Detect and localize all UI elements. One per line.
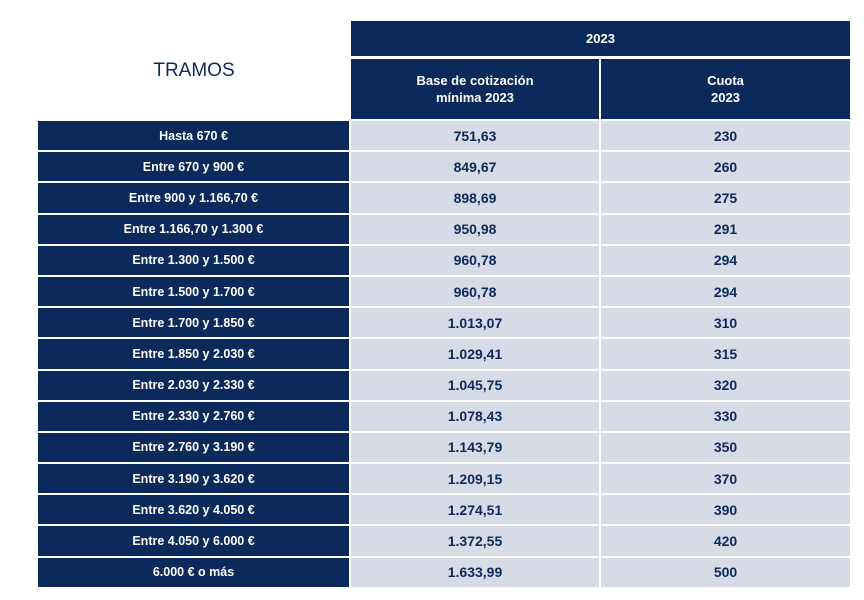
cuota-cell: 294	[601, 245, 850, 275]
base-cotizacion-header: Base de cotización mínima 2023	[351, 59, 599, 119]
tramo-cell: Entre 2.760 y 3.190 €	[38, 432, 349, 463]
year-header: 2023	[351, 21, 850, 56]
base-cell: 1.013,07	[351, 308, 599, 338]
cuota-cell: 500	[601, 557, 850, 587]
table-row: Entre 2.760 y 3.190 € 1.143,79 350	[38, 432, 850, 463]
cuota-cell: 275	[601, 183, 850, 213]
cuota-cell: 370	[601, 464, 850, 494]
cuota-cell: 310	[601, 308, 850, 338]
table-row: Hasta 670 € 751,63 230	[38, 121, 850, 151]
cuota-cell: 291	[601, 214, 850, 244]
table-row: Entre 1.500 y 1.700 € 960,78 294	[38, 276, 850, 307]
table-row: Entre 2.030 y 2.330 € 1.045,75 320	[38, 370, 850, 400]
tramo-cell: Entre 2.330 y 2.760 €	[38, 401, 349, 431]
tramo-cell: Entre 3.190 y 3.620 €	[38, 464, 349, 494]
tramo-cell: Hasta 670 €	[38, 121, 349, 151]
base-cell: 1.209,15	[351, 464, 599, 494]
table-row: Entre 3.190 y 3.620 € 1.209,15 370	[38, 464, 850, 494]
cuota-cell: 350	[601, 432, 850, 463]
cuota-cell: 315	[601, 339, 850, 369]
base-cell: 1.633,99	[351, 557, 599, 587]
tramos-table-body: Hasta 670 € 751,63 230 Entre 670 y 900 €…	[38, 121, 850, 589]
base-cell: 1.274,51	[351, 495, 599, 525]
tramo-cell: Entre 2.030 y 2.330 €	[38, 370, 349, 400]
table-row: Entre 2.330 y 2.760 € 1.078,43 330	[38, 401, 850, 431]
base-cell: 849,67	[351, 152, 599, 182]
base-cell: 960,78	[351, 245, 599, 275]
table-row: Entre 1.850 y 2.030 € 1.029,41 315	[38, 339, 850, 369]
table-row: Entre 1.166,70 y 1.300 € 950,98 291	[38, 214, 850, 244]
tramo-cell: Entre 1.500 y 1.700 €	[38, 276, 349, 307]
base-cell: 1.029,41	[351, 339, 599, 369]
base-cell: 1.372,55	[351, 526, 599, 556]
tramo-cell: 6.000 € o más	[38, 557, 349, 587]
base-cell: 751,63	[351, 121, 599, 151]
table-row: Entre 3.620 y 4.050 € 1.274,51 390	[38, 495, 850, 525]
cuota-cell: 260	[601, 152, 850, 182]
base-cell: 1.143,79	[351, 432, 599, 463]
tramos-title: TRAMOS	[153, 60, 235, 81]
base-cell: 898,69	[351, 183, 599, 213]
table-row: Entre 900 y 1.166,70 € 898,69 275	[38, 183, 850, 213]
cuota-cell: 230	[601, 121, 850, 151]
table-row: 6.000 € o más 1.633,99 500	[38, 557, 850, 587]
tramo-cell: Entre 4.050 y 6.000 €	[38, 526, 349, 556]
tramo-cell: Entre 1.850 y 2.030 €	[38, 339, 349, 369]
cuota-cell: 294	[601, 276, 850, 307]
tramo-cell: Entre 3.620 y 4.050 €	[38, 495, 349, 525]
table-row: Entre 1.700 y 1.850 € 1.013,07 310	[38, 308, 850, 338]
tramo-cell: Entre 670 y 900 €	[38, 152, 349, 182]
base-cell: 1.045,75	[351, 370, 599, 400]
tramo-cell: Entre 900 y 1.166,70 €	[38, 183, 349, 213]
table-row: Entre 1.300 y 1.500 € 960,78 294	[38, 245, 850, 275]
tramo-cell: Entre 1.700 y 1.850 €	[38, 308, 349, 338]
cuota-cell: 420	[601, 526, 850, 556]
cuota-cell: 390	[601, 495, 850, 525]
tramo-cell: Entre 1.166,70 y 1.300 €	[38, 214, 349, 244]
table-row: Entre 4.050 y 6.000 € 1.372,55 420	[38, 526, 850, 556]
base-cell: 1.078,43	[351, 401, 599, 431]
table-row: Entre 670 y 900 € 849,67 260	[38, 152, 850, 182]
cuota-header: Cuota 2023	[601, 59, 850, 119]
base-cell: 950,98	[351, 214, 599, 244]
cuota-cell: 330	[601, 401, 850, 431]
base-cell: 960,78	[351, 276, 599, 307]
tramo-cell: Entre 1.300 y 1.500 €	[38, 245, 349, 275]
cuota-cell: 320	[601, 370, 850, 400]
